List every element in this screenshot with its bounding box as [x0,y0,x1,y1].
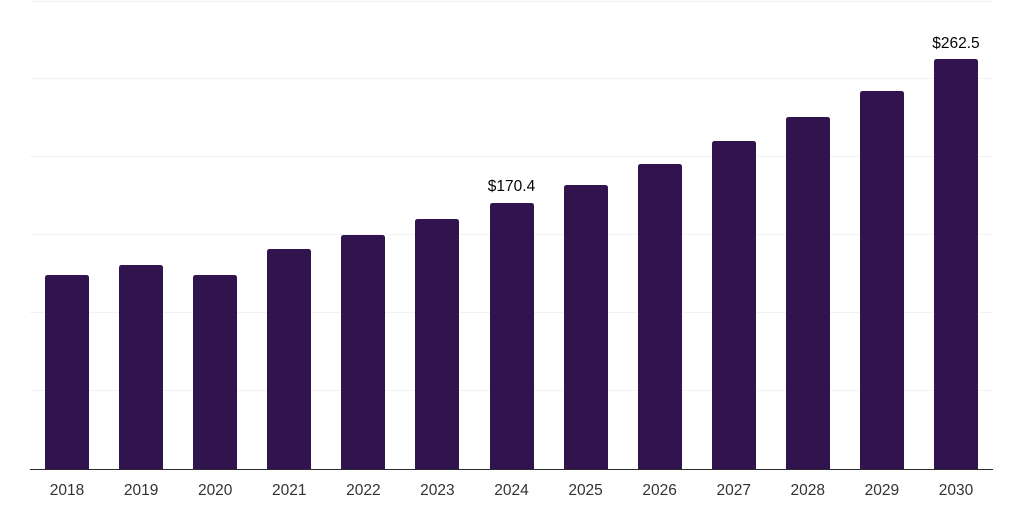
x-tick-label-2030: 2030 [938,482,974,499]
bar-2023 [415,219,460,469]
x-axis-labels: 2018 2019 2020 2021 2022 2023 2024 2025 2026 2027… [30,483,993,505]
x-tick-label-2029: 2029 [864,482,900,499]
bar-2021 [267,248,312,469]
x-tick-label-2023: 2023 [420,482,455,499]
bar-2027 [711,140,756,469]
data-label-2030: $262.5 [932,34,980,52]
data-label-2024: $170.4 [487,178,536,196]
bar-2029 [859,90,904,469]
plot-area: $170.4 $262.5 [30,0,993,471]
x-tick-label-2018: 2018 [49,482,85,499]
x-tick-label-2020: 2020 [197,482,233,499]
bar-2030 [933,59,978,469]
gridline-300 [30,0,993,2]
x-tick-label-2027: 2027 [716,482,751,499]
x-tick-label-2022: 2022 [346,482,381,499]
gridline-250 [30,78,993,80]
x-tick-label-2021: 2021 [272,482,307,499]
bar-2024 [489,202,534,469]
x-tick-label-2024: 2024 [494,482,529,499]
bar-2026 [637,163,682,469]
x-tick-label-2026: 2026 [642,482,677,499]
bar-2018 [45,275,90,469]
bar-2028 [785,117,830,469]
x-axis-line [30,468,993,471]
x-tick-label-2025: 2025 [568,482,603,499]
gridline-200 [30,156,993,158]
x-tick-label-2028: 2028 [790,482,826,499]
x-tick-label-2019: 2019 [123,482,159,499]
bar-2020 [193,274,238,469]
bar-2025 [563,184,608,469]
bar-2019 [119,265,164,469]
bar-2022 [341,234,386,469]
